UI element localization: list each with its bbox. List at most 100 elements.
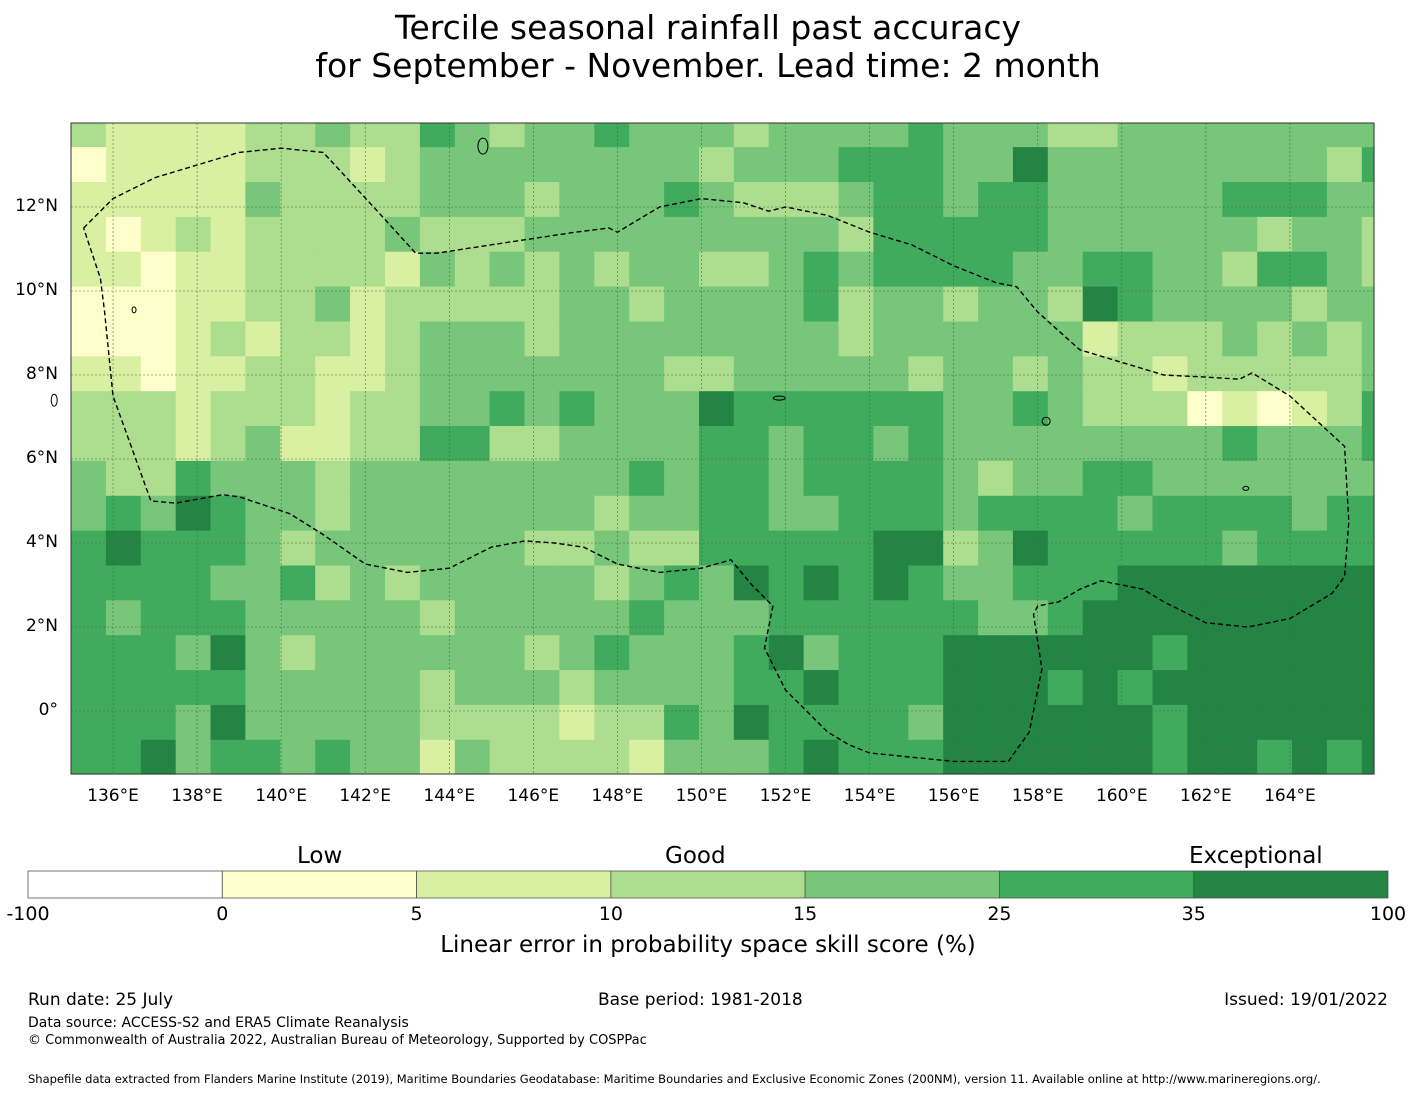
skill-cell [559,181,595,217]
skill-cell [978,181,1014,217]
skill-cell [1257,460,1293,496]
skill-cell [1326,739,1363,775]
skill-cell [1047,460,1084,496]
skill-cell [1012,146,1049,182]
skill-cell [105,460,142,496]
skill-cell [1292,216,1328,252]
skill-cell [1222,251,1258,287]
skill-cell [873,634,909,671]
longitude-label: 150°E [675,786,728,806]
skill-cell [908,181,944,217]
skill-cell [454,739,491,775]
skill-cell [1222,669,1258,705]
colorbar-segment [27,870,223,899]
skill-cell [908,123,944,148]
skill-cell [175,425,212,461]
skill-cell [733,286,770,322]
skill-cell [524,460,560,496]
skill-cell [559,599,595,636]
longitude-label: 160°E [1095,786,1148,806]
skill-cell [71,634,107,671]
skill-cell [1361,146,1375,182]
skill-cell [280,739,316,775]
skill-cell [594,739,630,775]
skill-cell [419,739,456,775]
data-source: Data source: ACCESS-S2 and ERA5 Climate … [28,1015,409,1031]
skill-cell [210,181,246,217]
skill-cell [1117,286,1154,322]
skill-cell [768,425,805,461]
skill-cell [1187,495,1223,531]
skill-cell [838,669,874,705]
skill-cell [1292,123,1328,148]
longitude-label: 162°E [1180,786,1232,806]
longitude-label: 136°E [87,786,139,806]
skill-cell [768,146,805,182]
skill-cell [71,146,107,182]
skill-cell [1361,251,1375,287]
skill-cell [280,704,316,740]
skill-cell [943,425,979,461]
skill-cell [280,146,316,182]
skill-cell [71,564,107,601]
skill-cell [245,146,281,182]
skill-cell [838,704,874,740]
skill-cell [419,123,456,148]
skill-cell [838,599,874,636]
skill-cell [908,530,944,566]
skill-cell [210,669,246,705]
skill-cell [1117,564,1154,601]
skill-cell [594,320,630,357]
skill-cell [664,123,700,148]
skill-cell [1326,634,1363,671]
skill-cell [1152,216,1188,252]
skill-cell [1012,704,1049,740]
skill-cell [350,530,386,566]
skill-cell [105,425,142,461]
skill-cell [210,564,246,601]
skill-cell [978,599,1014,636]
skill-cell [1222,564,1258,601]
skill-cell [1222,599,1258,636]
skill-cell [1187,669,1223,705]
skill-cell [629,634,665,671]
skill-cell [768,669,805,705]
colorbar-segment [999,870,1195,899]
skill-cell [664,599,700,636]
skill-cell [1187,146,1223,182]
skill-cell [454,564,491,601]
skill-cell [943,355,979,392]
skill-cell [1047,390,1084,426]
skill-cell [280,669,316,705]
island-outline [772,395,786,401]
skill-cell [315,460,351,496]
skill-cell [1152,669,1188,705]
skill-cell [664,460,700,496]
skill-cell [350,495,386,531]
skill-cell [489,181,526,217]
skill-cell [838,739,874,775]
skill-cell [1082,390,1119,426]
skill-cell [594,181,630,217]
skill-cell [1082,460,1119,496]
skill-cell [1152,355,1188,392]
skill-cell [105,123,142,148]
skill-cell [768,460,805,496]
skill-cell [350,320,386,357]
skill-cell [489,355,526,392]
skill-cell [1361,530,1375,566]
skill-cell [454,530,491,566]
skill-cell [664,669,700,705]
skill-cell [489,251,526,287]
skill-cell [1012,320,1049,357]
skill-cell [175,355,212,392]
skill-cell [210,704,246,740]
skill-cell [1047,530,1084,566]
skill-cell [873,123,909,148]
skill-cell [489,599,526,636]
skill-cell [1326,320,1363,357]
skill-cell [210,460,246,496]
skill-cell [1047,355,1084,392]
skill-cell [280,425,316,461]
skill-cell [175,123,212,148]
